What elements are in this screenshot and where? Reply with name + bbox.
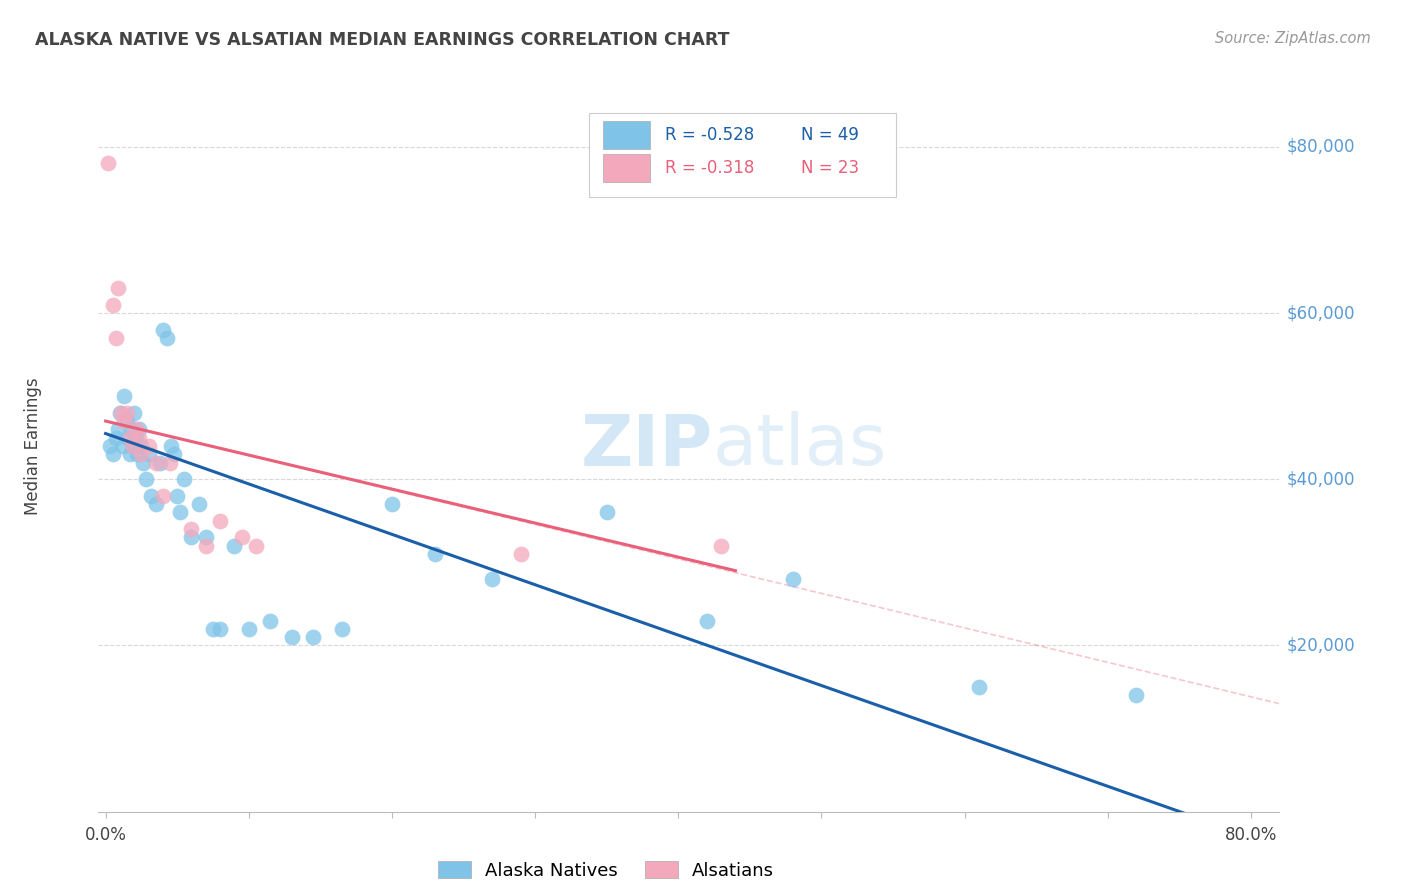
Point: [132, 456, 155, 470]
Point: [117, 431, 139, 445]
Text: $80,000: $80,000: [1286, 137, 1355, 156]
Text: ALASKA NATIVE VS ALSATIAN MEDIAN EARNINGS CORRELATION CHART: ALASKA NATIVE VS ALSATIAN MEDIAN EARNING…: [35, 31, 730, 49]
Point: [595, 506, 617, 520]
Point: [209, 514, 232, 528]
Point: [141, 489, 163, 503]
Point: [163, 447, 186, 461]
Text: Median Earnings: Median Earnings: [24, 377, 42, 515]
Text: atlas: atlas: [713, 411, 887, 481]
Point: [330, 622, 353, 636]
Point: [135, 472, 157, 486]
Point: [118, 447, 141, 461]
Point: [180, 530, 202, 544]
Text: ZIP: ZIP: [581, 411, 713, 481]
Point: [131, 447, 153, 461]
Point: [259, 614, 281, 628]
Point: [238, 622, 260, 636]
Point: [101, 298, 124, 312]
Bar: [603, 154, 650, 182]
Point: [128, 431, 150, 445]
Point: [138, 439, 160, 453]
Text: R = -0.528: R = -0.528: [665, 126, 755, 145]
Point: [112, 414, 135, 428]
Point: [156, 331, 179, 345]
Point: [107, 281, 129, 295]
Point: [280, 630, 302, 644]
Point: [110, 406, 132, 420]
Point: [169, 506, 191, 520]
Text: $60,000: $60,000: [1286, 304, 1355, 322]
Text: N = 49: N = 49: [801, 126, 859, 145]
Point: [187, 497, 209, 511]
Point: [173, 472, 195, 486]
FancyBboxPatch shape: [589, 113, 896, 197]
Text: $40,000: $40,000: [1286, 470, 1355, 488]
Point: [121, 439, 143, 453]
Point: [381, 497, 404, 511]
Point: [101, 447, 124, 461]
Text: $20,000: $20,000: [1286, 637, 1355, 655]
Point: [122, 406, 145, 420]
Point: [112, 389, 135, 403]
Point: [159, 456, 181, 470]
Text: N = 23: N = 23: [801, 159, 859, 177]
Point: [124, 431, 146, 445]
Point: [710, 539, 733, 553]
Point: [967, 680, 990, 694]
Point: [302, 630, 325, 644]
Point: [166, 489, 188, 503]
Point: [194, 530, 217, 544]
Point: [145, 497, 167, 511]
Point: [152, 323, 174, 337]
Point: [131, 439, 153, 453]
Point: [194, 539, 217, 553]
Point: [120, 422, 142, 436]
Point: [98, 439, 121, 453]
Point: [107, 422, 129, 436]
Point: [231, 530, 253, 544]
Point: [152, 489, 174, 503]
Point: [509, 547, 531, 561]
Bar: [603, 121, 650, 149]
Point: [108, 406, 131, 420]
Point: [118, 431, 141, 445]
Text: Source: ZipAtlas.com: Source: ZipAtlas.com: [1215, 31, 1371, 46]
Text: R = -0.318: R = -0.318: [665, 159, 755, 177]
Point: [245, 539, 267, 553]
Point: [121, 439, 143, 453]
Point: [423, 547, 446, 561]
Legend: Alaska Natives, Alsatians: Alaska Natives, Alsatians: [432, 854, 782, 887]
Point: [481, 572, 503, 586]
Point: [180, 522, 202, 536]
Point: [124, 422, 146, 436]
Point: [125, 447, 148, 461]
Point: [111, 439, 134, 453]
Point: [1125, 689, 1147, 703]
Point: [115, 414, 138, 428]
Point: [97, 156, 120, 170]
Point: [115, 406, 138, 420]
Point: [104, 431, 127, 445]
Point: [128, 422, 150, 436]
Point: [201, 622, 224, 636]
Point: [104, 331, 127, 345]
Point: [160, 439, 183, 453]
Point: [209, 622, 232, 636]
Point: [224, 539, 246, 553]
Point: [696, 614, 718, 628]
Point: [138, 447, 160, 461]
Point: [782, 572, 804, 586]
Point: [149, 456, 172, 470]
Point: [145, 456, 167, 470]
